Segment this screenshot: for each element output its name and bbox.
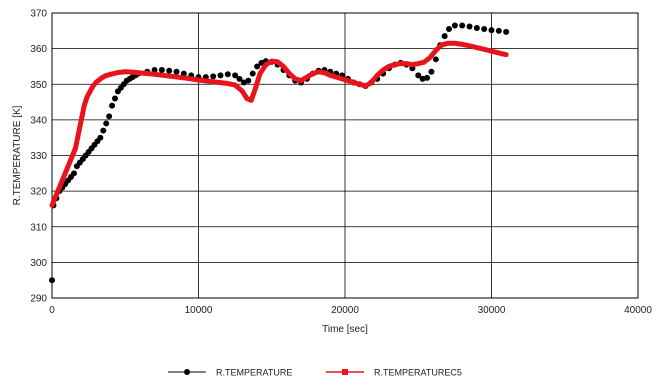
- y-tick-label: 360: [30, 44, 47, 55]
- y-axis-title: R.TEMPERATURE [K]: [12, 105, 23, 205]
- data-point: [245, 77, 252, 84]
- data-point: [49, 277, 55, 284]
- legend-item: R.TEMPERATURE: [168, 368, 292, 378]
- data-point: [254, 63, 261, 70]
- y-tick-label: 350: [30, 80, 47, 91]
- tick-label-layer: 290 300 310 320 330 340 350 360 370 0 10000 20000 30…: [30, 9, 652, 317]
- series-layer: [49, 22, 510, 284]
- data-point: [441, 33, 448, 40]
- data-point: [495, 27, 502, 34]
- data-point: [432, 56, 439, 63]
- data-point: [451, 22, 458, 29]
- data-point: [459, 22, 466, 29]
- data-point: [210, 73, 217, 80]
- y-tick-label: 320: [30, 187, 47, 198]
- y-tick-label: 300: [30, 258, 47, 269]
- legend-label: R.TEMPERATUREC5: [374, 368, 462, 378]
- data-point: [173, 68, 180, 75]
- data-point: [103, 120, 110, 127]
- x-tick-label: 0: [49, 305, 55, 316]
- legend-marker: [184, 369, 190, 375]
- legend-marker: [342, 369, 348, 375]
- data-point: [217, 72, 224, 79]
- data-point: [428, 68, 435, 75]
- data-point: [70, 170, 77, 177]
- data-point: [503, 28, 510, 35]
- series-2: [49, 40, 509, 208]
- y-tick-label: 370: [30, 9, 47, 20]
- legend-label: R.TEMPERATURE: [216, 368, 292, 378]
- data-point: [97, 134, 104, 141]
- data-point: [466, 23, 473, 30]
- data-point: [166, 67, 173, 74]
- data-point: [446, 26, 453, 33]
- data-point: [224, 71, 231, 78]
- y-tick-label: 340: [30, 115, 47, 126]
- data-point: [488, 27, 495, 34]
- y-tick-label: 330: [30, 151, 47, 162]
- data-point: [232, 72, 239, 79]
- data-point: [109, 102, 116, 109]
- data-point: [158, 67, 165, 73]
- x-tick-label: 30000: [478, 305, 506, 316]
- series-line: [49, 40, 509, 208]
- data-point: [415, 72, 422, 79]
- legend: R.TEMPERATURE R.TEMPERATUREC5: [168, 368, 462, 378]
- legend-item: R.TEMPERATUREC5: [326, 368, 462, 378]
- plot-area-border: [51, 12, 639, 299]
- data-point: [180, 70, 187, 77]
- data-point: [481, 26, 488, 33]
- x-axis-title: Time [sec]: [322, 324, 368, 335]
- data-point: [111, 95, 118, 102]
- data-point: [151, 67, 158, 73]
- data-point: [424, 74, 431, 81]
- data-point: [236, 75, 243, 82]
- data-point: [249, 70, 256, 77]
- x-tick-label: 10000: [185, 305, 213, 316]
- data-point: [473, 24, 480, 31]
- y-tick-label: 310: [30, 222, 47, 233]
- x-tick-label: 20000: [331, 305, 359, 316]
- x-tick-label: 40000: [624, 305, 652, 316]
- data-point: [100, 127, 107, 134]
- y-tick-label: 290: [30, 294, 47, 305]
- data-point: [106, 113, 113, 120]
